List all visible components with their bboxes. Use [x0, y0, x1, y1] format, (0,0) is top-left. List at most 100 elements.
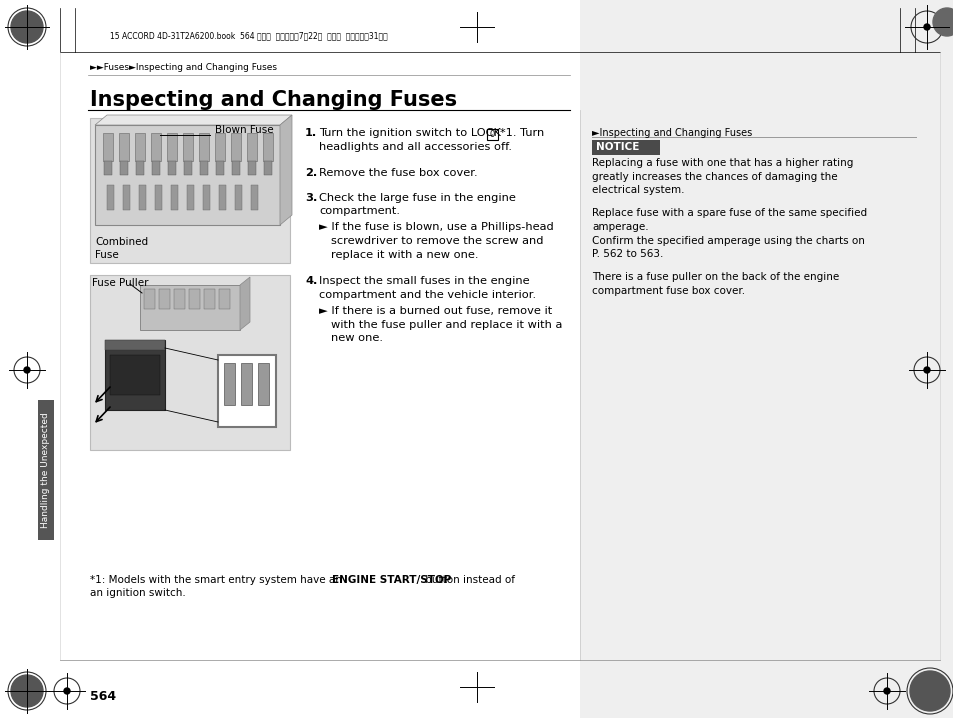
- Bar: [159, 289, 170, 309]
- Text: Turn the ignition switch to LOCK: Turn the ignition switch to LOCK: [318, 128, 504, 138]
- Text: Confirm the specified amperage using the charts on: Confirm the specified amperage using the…: [592, 236, 864, 246]
- Text: screwdriver to remove the screw and: screwdriver to remove the screw and: [331, 236, 543, 246]
- Bar: [579, 0, 953, 718]
- Circle shape: [923, 367, 929, 373]
- Bar: [173, 289, 185, 309]
- Text: compartment fuse box cover.: compartment fuse box cover.: [592, 286, 744, 296]
- Bar: [151, 133, 161, 161]
- Bar: [224, 363, 234, 405]
- Text: 2.: 2.: [305, 169, 317, 179]
- Bar: [105, 340, 165, 410]
- Bar: [183, 133, 193, 161]
- Bar: [215, 161, 224, 175]
- Bar: [218, 355, 275, 427]
- Bar: [135, 133, 145, 161]
- Bar: [139, 185, 146, 210]
- Text: Handling the Unexpected: Handling the Unexpected: [42, 412, 51, 528]
- Text: greatly increases the chances of damaging the: greatly increases the chances of damagin…: [592, 172, 837, 182]
- Bar: [184, 161, 192, 175]
- Text: 3.: 3.: [305, 193, 317, 202]
- Circle shape: [11, 675, 43, 707]
- Circle shape: [64, 688, 70, 694]
- Text: compartment.: compartment.: [318, 206, 399, 216]
- Bar: [136, 161, 144, 175]
- Text: Fuse Puller: Fuse Puller: [91, 278, 149, 288]
- Text: Replacing a fuse with one that has a higher rating: Replacing a fuse with one that has a hig…: [592, 158, 853, 168]
- Bar: [219, 289, 230, 309]
- Text: 564: 564: [90, 689, 116, 702]
- Text: button instead of: button instead of: [421, 575, 515, 585]
- Bar: [105, 340, 165, 350]
- Text: Combined: Combined: [95, 237, 148, 247]
- Bar: [144, 289, 154, 309]
- Bar: [264, 161, 272, 175]
- Bar: [263, 133, 273, 161]
- Text: 4.: 4.: [305, 276, 317, 286]
- Text: 15 ACCORD 4D-31T2A6200.book  564 ページ  ２０１４年7月22日  火曜日  午後１０時31２分: 15 ACCORD 4D-31T2A6200.book 564 ページ ２０１４…: [110, 32, 387, 40]
- Circle shape: [923, 24, 929, 30]
- Circle shape: [909, 671, 949, 711]
- Bar: [140, 285, 240, 330]
- Bar: [38, 400, 54, 540]
- Text: Replace fuse with a spare fuse of the same specified: Replace fuse with a spare fuse of the sa…: [592, 208, 866, 218]
- Text: *1: Models with the smart entry system have an: *1: Models with the smart entry system h…: [90, 575, 345, 585]
- Text: amperage.: amperage.: [592, 222, 648, 232]
- Bar: [200, 161, 208, 175]
- Bar: [592, 140, 659, 155]
- Bar: [90, 118, 290, 263]
- Text: electrical system.: electrical system.: [592, 185, 684, 195]
- Text: Remove the fuse box cover.: Remove the fuse box cover.: [318, 169, 477, 179]
- Circle shape: [932, 8, 953, 36]
- Bar: [110, 355, 160, 395]
- Text: an ignition switch.: an ignition switch.: [90, 589, 186, 599]
- Bar: [104, 161, 112, 175]
- Text: compartment and the vehicle interior.: compartment and the vehicle interior.: [318, 290, 536, 300]
- Text: ► If the fuse is blown, use a Phillips-head: ► If the fuse is blown, use a Phillips-h…: [318, 223, 553, 233]
- Bar: [152, 161, 160, 175]
- Text: ►Inspecting and Changing Fuses: ►Inspecting and Changing Fuses: [592, 128, 752, 138]
- Text: Fuse: Fuse: [95, 250, 118, 260]
- Text: new one.: new one.: [331, 333, 382, 343]
- Text: Inspecting and Changing Fuses: Inspecting and Changing Fuses: [90, 90, 456, 110]
- Bar: [103, 133, 112, 161]
- Bar: [257, 363, 269, 405]
- Bar: [251, 185, 257, 210]
- Text: There is a fuse puller on the back of the engine: There is a fuse puller on the back of th…: [592, 273, 839, 282]
- Bar: [247, 133, 256, 161]
- Bar: [107, 185, 113, 210]
- Text: *1. Turn: *1. Turn: [499, 128, 543, 138]
- Text: Blown Fuse: Blown Fuse: [214, 125, 274, 135]
- Bar: [119, 133, 129, 161]
- Bar: [120, 161, 128, 175]
- Bar: [204, 289, 214, 309]
- Bar: [154, 185, 162, 210]
- Bar: [232, 161, 240, 175]
- Text: ► If there is a burned out fuse, remove it: ► If there is a burned out fuse, remove …: [318, 306, 552, 316]
- Polygon shape: [240, 277, 250, 330]
- Polygon shape: [95, 115, 292, 125]
- Circle shape: [24, 367, 30, 373]
- Text: P. 562 to 563.: P. 562 to 563.: [592, 249, 662, 259]
- Bar: [486, 129, 497, 140]
- Bar: [219, 185, 226, 210]
- Bar: [248, 161, 255, 175]
- Bar: [241, 363, 252, 405]
- Text: ENGINE START/STOP: ENGINE START/STOP: [332, 575, 451, 585]
- Bar: [167, 133, 177, 161]
- Circle shape: [11, 11, 43, 43]
- Bar: [90, 275, 290, 450]
- Text: Check the large fuse in the engine: Check the large fuse in the engine: [318, 193, 516, 202]
- Bar: [231, 133, 241, 161]
- Text: Inspect the small fuses in the engine: Inspect the small fuses in the engine: [318, 276, 529, 286]
- Bar: [187, 185, 193, 210]
- Text: 1.: 1.: [305, 128, 317, 138]
- Text: NOTICE: NOTICE: [596, 142, 639, 152]
- Text: replace it with a new one.: replace it with a new one.: [331, 249, 478, 259]
- Bar: [203, 185, 210, 210]
- Bar: [168, 161, 175, 175]
- Text: headlights and all accessories off.: headlights and all accessories off.: [318, 141, 512, 151]
- Bar: [234, 185, 242, 210]
- Bar: [123, 185, 130, 210]
- Bar: [214, 133, 225, 161]
- Text: ►►Fuses►Inspecting and Changing Fuses: ►►Fuses►Inspecting and Changing Fuses: [90, 63, 276, 73]
